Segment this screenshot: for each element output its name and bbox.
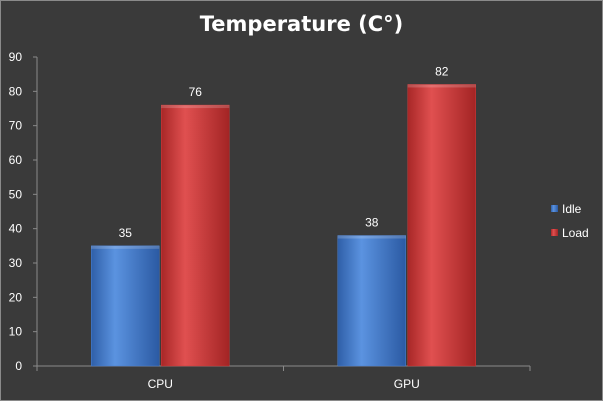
legend-swatch-load [551, 229, 558, 236]
y-tick-label: 70 [9, 119, 23, 133]
plot-area: 0 10 20 30 40 50 60 70 80 90 CPU 35 76 GPU 38 82 [9, 50, 531, 391]
chart-title: Temperature (C°) [199, 12, 404, 36]
legend-swatch-idle [551, 205, 558, 212]
bar-load-cpu [161, 104, 230, 367]
data-label: 76 [189, 85, 203, 99]
bar-idle-cpu [91, 245, 160, 367]
y-tick-label: 50 [9, 187, 23, 201]
legend: Idle Load [551, 202, 589, 240]
x-tick-label: GPU [394, 377, 420, 391]
bar-highlight [91, 245, 160, 249]
bar-highlight [337, 235, 406, 239]
y-tick-label: 0 [15, 359, 22, 373]
y-tick-label: 10 [9, 325, 23, 339]
y-tick-label: 90 [9, 50, 23, 64]
bar-load-gpu [407, 84, 476, 367]
data-label: 35 [119, 226, 133, 240]
y-tick-label: 30 [9, 256, 23, 270]
x-tick-label: CPU [148, 377, 173, 391]
legend-label-load: Load [562, 226, 589, 240]
legend-label-idle: Idle [562, 202, 582, 216]
bar-highlight [407, 84, 476, 88]
y-tick-label: 80 [9, 84, 23, 98]
bar-idle-gpu [337, 235, 406, 367]
y-tick-label: 60 [9, 153, 23, 167]
data-label: 38 [365, 216, 379, 230]
y-tick-label: 20 [9, 290, 23, 304]
y-tick-label: 40 [9, 222, 23, 236]
bar-highlight [161, 105, 230, 109]
data-label: 82 [435, 64, 449, 78]
